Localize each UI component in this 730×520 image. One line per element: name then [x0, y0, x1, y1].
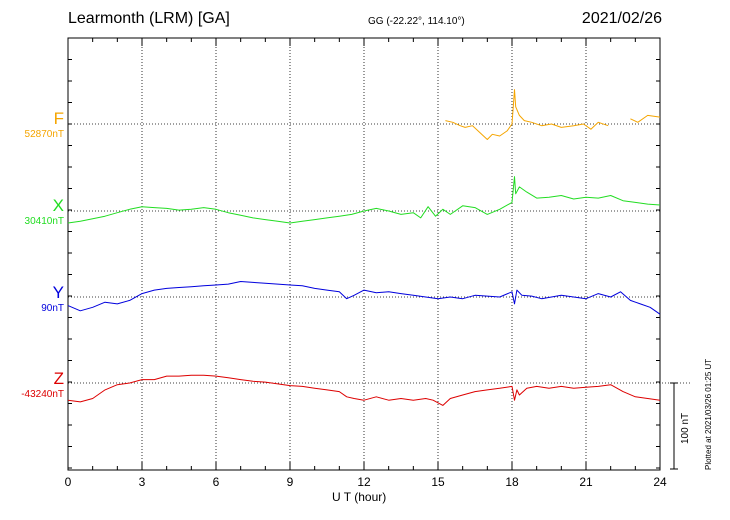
x-tick-label: 12	[357, 475, 371, 489]
component-label-x: X 30410nT	[25, 196, 64, 227]
component-label-f: F 52870nT	[25, 109, 64, 140]
component-baseline-value: -43240nT	[21, 389, 64, 400]
series-z-line	[67, 374, 661, 406]
x-tick-label: 6	[213, 475, 220, 489]
station-coordinates: GG (-22.22°, 114.10°)	[368, 16, 465, 27]
component-baseline-value: 52870nT	[24, 129, 64, 140]
series-x-line	[67, 176, 661, 224]
x-tick-label: 15	[431, 475, 445, 489]
series-f-line	[445, 89, 661, 140]
x-axis-label: U T (hour)	[332, 490, 387, 504]
chart-title: Learmonth (LRM) [GA]	[68, 10, 230, 27]
component-letter: Y	[52, 283, 64, 302]
component-baseline-value: 30410nT	[24, 216, 64, 227]
component-baseline-value: 90nT	[41, 303, 64, 314]
chart-date: 2021/02/26	[581, 10, 662, 27]
component-letter: Z	[53, 369, 64, 388]
x-tick-label: 3	[139, 475, 146, 489]
component-label-z: Z -43240nT	[21, 369, 64, 400]
component-label-y: Y 90nT	[41, 283, 64, 314]
plotted-timestamp: Plotted at 2021/03/26 01:25 UT	[704, 358, 713, 470]
x-tick-label: 18	[505, 475, 519, 489]
x-tick-label: 0	[65, 475, 72, 489]
scale-bar-label: 100 nT	[680, 412, 691, 444]
x-tick-label: 21	[579, 475, 593, 489]
x-tick-label: 24	[653, 475, 667, 489]
component-letter: X	[52, 196, 64, 215]
x-tick-label: 9	[287, 475, 294, 489]
component-letter: F	[53, 109, 64, 128]
series-y-line	[67, 281, 661, 315]
